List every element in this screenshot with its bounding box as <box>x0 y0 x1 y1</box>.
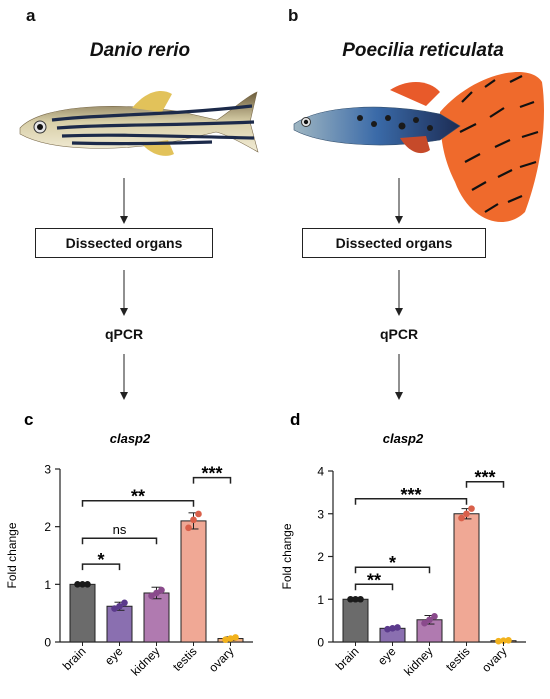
x-tick-label-ovary: ovary <box>479 644 510 675</box>
data-point <box>74 581 81 588</box>
data-point <box>357 595 364 603</box>
data-point <box>431 613 438 620</box>
data-point <box>227 635 234 642</box>
arrow-down-icon <box>120 354 128 400</box>
significance-bracket <box>354 498 468 505</box>
data-point <box>426 616 433 624</box>
panel-letter-a: a <box>26 6 36 25</box>
qpcr-step-a: qPCR <box>104 326 144 342</box>
bar-brain <box>69 583 96 643</box>
chart-d: d clasp2 0 1 2 3 4 Fold change brain eye kidney tes… <box>280 410 526 679</box>
data-point <box>384 625 391 633</box>
dissected-organs-box-a: Dissected organs <box>35 228 213 258</box>
y-tick-label: 0 <box>44 636 51 650</box>
data-point <box>468 505 475 512</box>
data-point <box>352 595 359 603</box>
x-tick-label-brain: brain <box>60 644 89 673</box>
dissected-organs-box-b: Dissected organs <box>302 228 486 258</box>
significance-label: * <box>389 553 396 573</box>
chart-title: clasp2 <box>110 431 151 446</box>
data-point <box>458 514 465 522</box>
data-point <box>116 602 123 610</box>
bar-brain <box>342 598 369 643</box>
panel-letter-b: b <box>288 6 299 25</box>
arrow-down-icon <box>395 270 403 316</box>
y-tick-label: 4 <box>317 465 324 479</box>
data-point <box>389 625 396 632</box>
x-tick-label-testis: testis <box>443 644 473 674</box>
x-tick-label-kidney: kidney <box>401 644 435 678</box>
data-point <box>222 636 229 643</box>
data-point <box>500 637 507 645</box>
data-point <box>195 510 202 518</box>
x-tick-label-eye: eye <box>375 644 399 668</box>
significance-bracket <box>354 566 431 574</box>
bar-eye <box>106 605 133 643</box>
x-tick-label-brain: brain <box>333 644 362 673</box>
species-title-b: Poecilia reticulata <box>342 40 504 61</box>
significance-bracket <box>465 480 505 488</box>
significance-bracket <box>354 583 394 591</box>
y-tick-label: 1 <box>317 593 324 607</box>
x-tick-label-kidney: kidney <box>128 644 162 678</box>
significance-label: ns <box>113 522 127 537</box>
data-point <box>495 637 502 645</box>
guppy-image <box>293 72 545 222</box>
significance-bracket <box>81 537 158 545</box>
x-tick-label-testis: testis <box>170 644 200 674</box>
panel-letter: c <box>24 410 33 429</box>
panel-letter: d <box>290 410 300 429</box>
data-point <box>111 605 118 612</box>
significance-label: *** <box>400 485 421 505</box>
chart-title: clasp2 <box>383 431 424 446</box>
data-point <box>463 510 470 518</box>
x-tick-label-eye: eye <box>102 644 126 668</box>
y-axis-label: Fold change <box>5 522 19 588</box>
data-point <box>232 634 239 641</box>
arrow-down-icon <box>395 178 403 224</box>
data-point <box>153 589 160 597</box>
zebrafish-image <box>19 90 259 156</box>
data-point <box>347 595 354 603</box>
bar-kidney <box>143 592 170 643</box>
data-point <box>79 581 86 588</box>
data-point <box>394 624 401 631</box>
arrow-down-icon <box>120 178 128 224</box>
significance-label: ** <box>367 570 381 590</box>
data-point <box>158 586 165 594</box>
y-tick-label: 0 <box>317 636 324 650</box>
qpcr-step-b: qPCR <box>379 326 419 342</box>
bar-testis <box>180 520 207 643</box>
species-title-a: Danio rerio <box>89 40 191 61</box>
significance-label: * <box>97 550 104 570</box>
significance-label: *** <box>474 468 495 488</box>
arrow-down-icon <box>395 354 403 400</box>
data-point <box>148 592 155 600</box>
data-point <box>185 524 192 532</box>
bar-testis <box>453 513 480 643</box>
significance-label: ** <box>131 487 145 507</box>
x-tick-label-ovary: ovary <box>206 644 237 675</box>
data-point <box>121 599 128 607</box>
chart-c: c clasp2 0 1 2 3 Fold change brain eye kidney test… <box>5 410 253 679</box>
arrow-down-icon <box>120 270 128 316</box>
data-point <box>84 581 91 588</box>
y-axis-label: Fold change <box>280 523 294 589</box>
data-point <box>421 619 428 627</box>
data-point <box>505 636 512 644</box>
significance-label: *** <box>201 464 222 484</box>
y-tick-label: 3 <box>317 507 324 521</box>
y-tick-label: 2 <box>44 520 51 534</box>
significance-bracket <box>81 563 121 571</box>
significance-bracket <box>192 476 232 484</box>
y-tick-label: 3 <box>44 463 51 477</box>
y-tick-label: 2 <box>317 550 324 564</box>
y-tick-label: 1 <box>44 578 51 592</box>
significance-bracket <box>81 499 195 507</box>
data-point <box>190 516 197 524</box>
